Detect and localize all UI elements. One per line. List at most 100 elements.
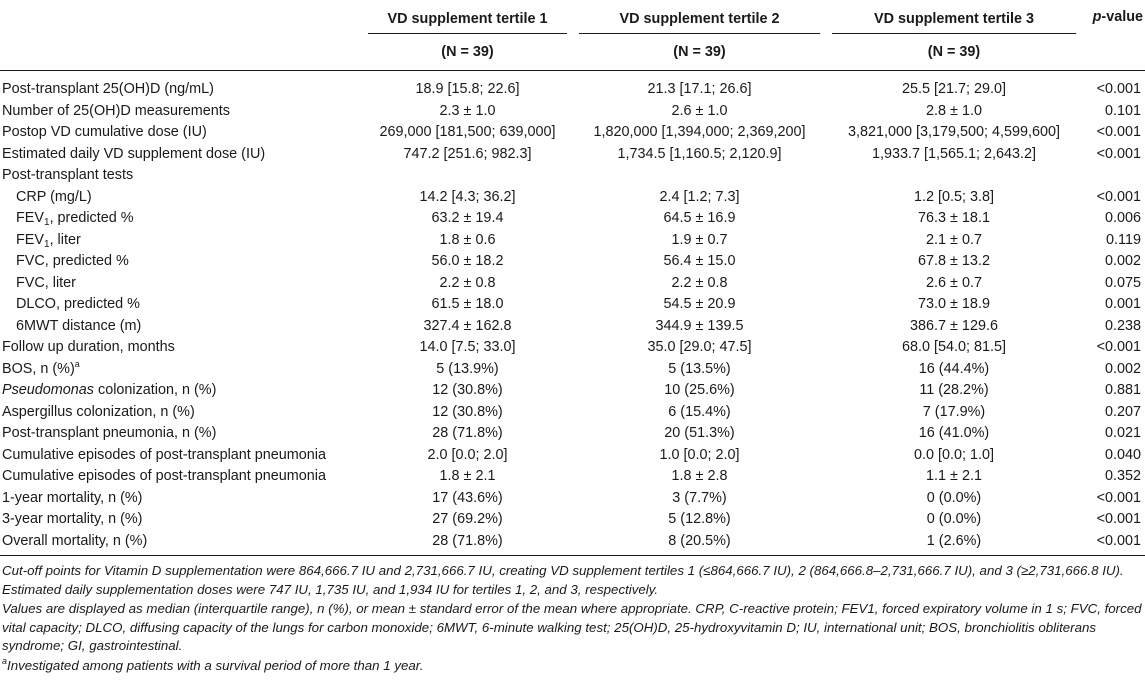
cell-tertile-2: 8 (20.5%) (573, 530, 826, 556)
cell-tertile-3: 0 (0.0%) (926, 511, 982, 527)
note-values: Values are displayed as median (interqua… (2, 601, 1142, 653)
row-label: Cumulative episodes of post-transplant p… (2, 468, 326, 484)
cell-p-value: <0.001 (1096, 511, 1141, 527)
cell-tertile-1: 63.2 ± 19.4 (431, 210, 504, 226)
cell-tertile-2: 1,734.5 [1,160.5; 2,120.9] (617, 145, 782, 162)
cell-tertile-2: 2.4 [1.2; 7.3] (659, 188, 740, 205)
header-blank-2 (0, 34, 362, 71)
cell-tertile-2: 10 (25.6%) (664, 382, 735, 398)
cell-tertile-3: 2.1 ± 0.7 (926, 231, 982, 248)
cell-tertile-3: 16 (41.0%) (918, 425, 990, 441)
cell-p-value: 0.119 (1106, 231, 1141, 248)
note-cutoff: Cut-off points for Vitamin D supplementa… (2, 563, 1124, 597)
cell-p-value: <0.001 (1096, 124, 1141, 140)
row-label: Number of 25(OH)D measurements (2, 102, 230, 119)
cell-tertile-2: 344.9 ± 139.5 (655, 317, 744, 334)
cell-p-value: <0.001 (1096, 188, 1141, 205)
table-row: Follow up duration, months 14.0 [7.5; 33.… (0, 337, 1145, 359)
header-blank-3 (1082, 34, 1145, 71)
header-n-3: (N = 39) (826, 34, 1082, 71)
header-tertile-1: VD supplement tertile 1 (362, 0, 573, 34)
table-row: BOS, n (%)a 5 (13.9%) 5 (13.5%) 16 (44.4%) 0… (0, 359, 1145, 381)
table-row: Cumulative episodes of post-transplant p… (0, 466, 1145, 488)
table-row: Overall mortality, n (%) 28 (71.8%) 8 (20.… (0, 530, 1145, 556)
cell-p-value: <0.001 (1096, 489, 1141, 506)
cell-tertile-1: 1.8 ± 2.1 (439, 468, 496, 484)
row-label: BOS, n (%)a (2, 358, 80, 377)
header-p-value: p-value (1092, 9, 1143, 25)
cell-tertile-2: 21.3 [17.1; 26.6] (647, 81, 752, 97)
table-row: 3-year mortality, n (%) 27 (69.2%) 5 (12.8… (0, 509, 1145, 531)
cell-tertile-1: 27 (69.2%) (432, 511, 503, 527)
table-row: Aspergillus colonization, n (%) 12 (30.8%… (0, 402, 1145, 424)
cell-tertile-2: 3 (7.7%) (672, 489, 727, 506)
row-label: FEV1, predicted % (16, 210, 134, 228)
cell-p-value: 0.352 (1104, 468, 1141, 484)
cell-tertile-3: 68.0 [54.0; 81.5] (901, 339, 1007, 355)
cell-tertile-3: 73.0 ± 18.9 (918, 296, 990, 312)
row-label: Aspergillus colonization, n (%) (2, 403, 195, 420)
header-blank (0, 0, 362, 34)
row-label: DLCO, predicted % (16, 296, 140, 312)
table-row: Post-transplant pneumonia, n (%) 28 (71.8… (0, 423, 1145, 445)
row-label: Overall mortality, n (%) (0, 530, 362, 556)
cell-tertile-1: 28 (71.8%) (362, 530, 573, 556)
cell-p-value: 0.238 (1104, 317, 1141, 334)
table-row: Post-transplant 25(OH)D (ng/mL) 18.9 [15.… (0, 71, 1145, 101)
row-label: Cumulative episodes of post-transplant p… (2, 446, 326, 463)
cell-tertile-3: 67.8 ± 13.2 (918, 253, 990, 269)
row-label: FVC, predicted % (16, 253, 129, 269)
cell-p-value: <0.001 (1082, 530, 1145, 556)
cell-p-value: 0.002 (1104, 360, 1141, 377)
table-row: Pseudomonas colonization, n (%) 12 (30.8%… (0, 380, 1145, 402)
cell-tertile-1: 2.2 ± 0.8 (439, 274, 496, 291)
cell-tertile-1: 1.8 ± 0.6 (439, 231, 496, 248)
table-row: Cumulative episodes of post-transplant p… (0, 445, 1145, 467)
table-row: Estimated daily VD supplement dose (IU) 7… (0, 144, 1145, 166)
row-label: Follow up duration, months (2, 339, 175, 355)
cell-tertile-3: 7 (17.9%) (922, 403, 986, 420)
cell-tertile-2: 1,820,000 [1,394,000; 2,369,200] (593, 124, 806, 140)
table-row: FEV1, liter 1.8 ± 0.6 1.9 ± 0.7 2.1 ± 0.7 0.… (0, 230, 1145, 252)
cell-tertile-2: 6 (15.4%) (668, 403, 731, 420)
table-body: Post-transplant 25(OH)D (ng/mL) 18.9 [15.… (0, 71, 1145, 556)
row-label: Postop VD cumulative dose (IU) (2, 124, 207, 140)
cell-tertile-1: 2.3 ± 1.0 (439, 102, 496, 119)
cell-tertile-3 (826, 165, 1082, 187)
note-footnote: aInvestigated among patients with a surv… (2, 655, 424, 673)
header-n-1: (N = 39) (362, 34, 573, 71)
cell-tertile-2: 2.6 ± 1.0 (671, 102, 728, 119)
footnote-mark: a (2, 655, 8, 666)
cell-tertile-2: 64.5 ± 16.9 (663, 210, 736, 226)
cell-p-value: 0.207 (1104, 403, 1141, 420)
cell-tertile-2: 54.5 ± 20.9 (663, 296, 736, 312)
cell-tertile-1: 269,000 [181,500; 639,000] (379, 124, 556, 140)
row-label: Post-transplant pneumonia, n (%) (2, 425, 217, 441)
cell-p-value: 0.101 (1104, 102, 1141, 119)
cell-tertile-2: 2.2 ± 0.8 (671, 274, 728, 291)
cell-tertile-1: 14.0 [7.5; 33.0] (419, 339, 516, 355)
cell-p-value: 0.040 (1104, 446, 1141, 463)
cell-tertile-3: 386.7 ± 129.6 (910, 317, 998, 334)
cell-tertile-3: 1.2 [0.5; 3.8] (913, 188, 994, 205)
table-row: DLCO, predicted % 61.5 ± 18.0 54.5 ± 20.9 7… (0, 294, 1145, 316)
cell-p-value: 0.002 (1104, 253, 1141, 269)
header-tertile-2: VD supplement tertile 2 (573, 0, 826, 34)
cell-tertile-1: 14.2 [4.3; 36.2] (419, 188, 516, 205)
cell-tertile-1: 28 (71.8%) (432, 425, 503, 441)
cell-tertile-3: 0.0 [0.0; 1.0] (913, 446, 994, 463)
cell-tertile-3: 1,933.7 [1,565.1; 2,643.2] (871, 145, 1037, 162)
row-label: Post-transplant 25(OH)D (ng/mL) (2, 81, 214, 97)
results-table: VD supplement tertile 1 VD supplement te… (0, 0, 1145, 556)
cell-p-value: <0.001 (1096, 145, 1141, 162)
row-label: Estimated daily VD supplement dose (IU) (2, 145, 266, 162)
cell-tertile-2: 20 (51.3%) (664, 425, 735, 441)
cell-tertile-1: 12 (30.8%) (432, 403, 503, 420)
cell-tertile-1 (362, 165, 573, 187)
header-tertile-3: VD supplement tertile 3 (826, 0, 1082, 34)
cell-tertile-1: 61.5 ± 18.0 (431, 296, 504, 312)
cell-tertile-1: 56.0 ± 18.2 (431, 253, 504, 269)
cell-tertile-2: 5 (13.5%) (668, 360, 731, 377)
table-notes: Cut-off points for Vitamin D supplementa… (0, 556, 1145, 675)
